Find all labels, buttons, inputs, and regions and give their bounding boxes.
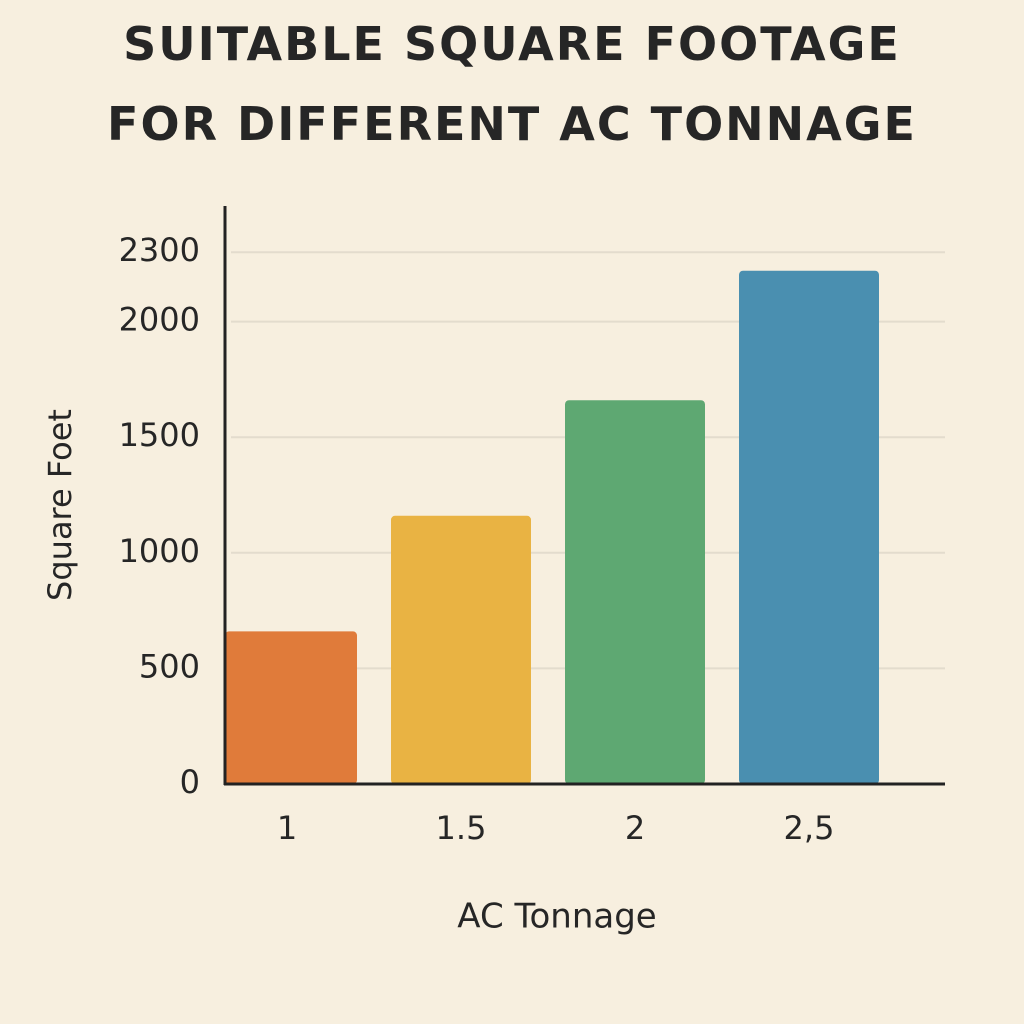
y-tick-label: 2000 [119,301,200,339]
y-axis-label: Square Foet [41,409,79,601]
bar [739,270,879,785]
chart-title: SUITABLE SQUARE FOOTAGE FOR DIFFERENT AC… [107,17,917,151]
x-tick-label: 1.5 [436,809,487,847]
y-tick-label: 1000 [119,532,200,570]
x-tick-label: 2 [625,809,645,847]
bar [565,400,705,784]
x-tick-label: 1 [277,809,297,847]
bar [225,631,357,784]
y-tick-label: 1500 [119,416,200,454]
y-tick-label: 0 [180,763,200,801]
bar [391,515,531,784]
x-axis-label: AC Tonnage [457,897,656,937]
x-tick-label: 2,5 [784,809,835,847]
y-tick-label: 500 [139,647,200,685]
y-tick-label: 2300 [119,231,200,269]
